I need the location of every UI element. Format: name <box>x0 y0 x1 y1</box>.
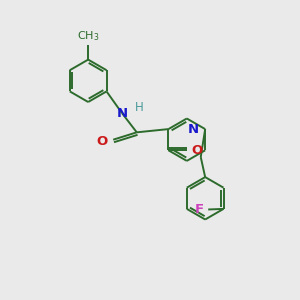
Text: H: H <box>134 101 143 114</box>
Text: CH$_3$: CH$_3$ <box>77 29 99 43</box>
Text: O: O <box>191 144 202 157</box>
Text: N: N <box>117 107 128 120</box>
Text: O: O <box>97 135 108 148</box>
Text: F: F <box>195 203 204 216</box>
Text: N: N <box>188 123 199 136</box>
